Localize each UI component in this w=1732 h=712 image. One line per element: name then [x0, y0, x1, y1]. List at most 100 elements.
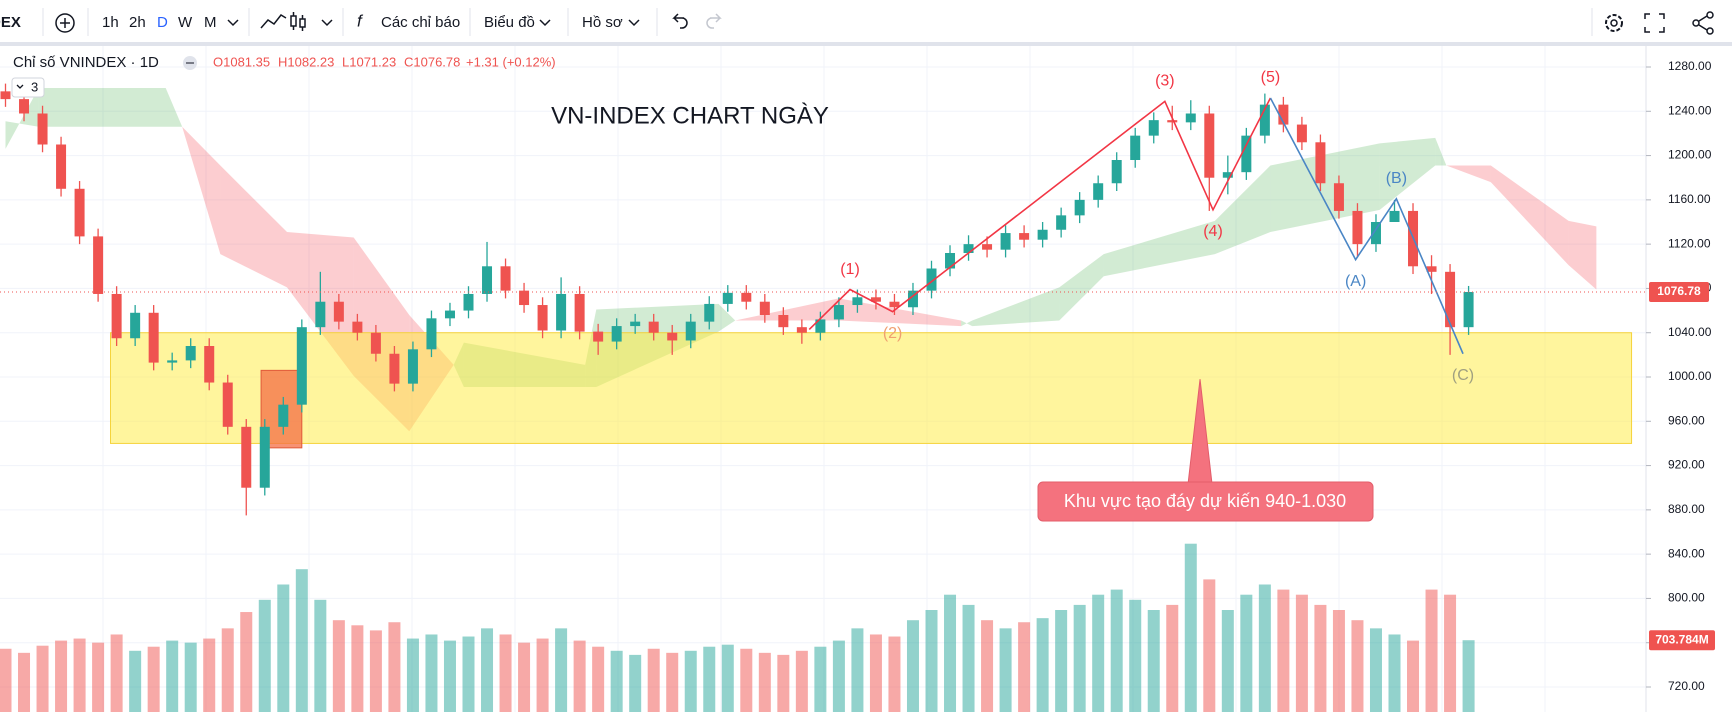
- add-symbol[interactable]: [55, 13, 75, 33]
- chevron[interactable]: [321, 19, 333, 27]
- volume-bar: [1407, 640, 1420, 712]
- candle-body: [56, 144, 67, 189]
- wave-line: [808, 97, 1272, 330]
- studies-count: 3: [31, 79, 38, 94]
- candle-body: [1204, 113, 1215, 178]
- volume-bar: [1129, 599, 1142, 712]
- symbol[interactable]: DEX: [0, 14, 21, 31]
- candle-body: [1093, 183, 1104, 200]
- volume-bar: [1110, 589, 1123, 712]
- chevron[interactable]: [227, 19, 239, 27]
- volume-bar: [925, 610, 938, 712]
- last-price-label: 1076.78: [1657, 284, 1701, 298]
- candle-body: [1278, 104, 1289, 125]
- interval[interactable]: W: [178, 14, 193, 31]
- cloud-segment: [38, 88, 166, 127]
- volume-bar: [314, 599, 327, 712]
- volume-bar: [332, 620, 345, 712]
- chart-type-button[interactable]: Biểu đồ: [484, 14, 535, 31]
- volume-bar: [777, 654, 790, 712]
- wave-label: (5): [1261, 69, 1281, 86]
- volume-bar: [1277, 589, 1290, 712]
- volume-bar: [18, 652, 31, 712]
- volume-bar: [1092, 594, 1105, 712]
- candle-body: [259, 426, 270, 488]
- volume-bar: [92, 642, 105, 712]
- studies-toggle[interactable]: [11, 77, 45, 98]
- cloud-segment: [182, 126, 221, 255]
- chevron[interactable]: [16, 84, 24, 89]
- volume-bar: [1036, 618, 1049, 712]
- candle-body: [593, 331, 604, 342]
- volume-bar: [1351, 620, 1364, 712]
- interval[interactable]: 1h: [102, 14, 119, 31]
- settings[interactable]: [1605, 14, 1623, 32]
- legend-change: +1.31 (+0.12%): [466, 54, 556, 69]
- volume-bar: [184, 642, 197, 712]
- toolbar: [0, 0, 1732, 44]
- volume-bar: [1184, 543, 1197, 712]
- callout-text: Khu vực tạo đáy dự kiến 940-1.030: [1064, 491, 1346, 511]
- volume-bar: [740, 648, 753, 712]
- fx-icon[interactable]: f: [357, 11, 364, 30]
- volume-bar: [443, 640, 456, 712]
- volume-bar: [1147, 610, 1160, 712]
- y-tick-label: 720.00: [1668, 679, 1705, 693]
- volume-bar: [499, 634, 512, 712]
- y-tick-label: 1040.00: [1668, 325, 1712, 339]
- callout-box: [1037, 481, 1374, 522]
- volume-bar: [295, 569, 308, 712]
- undo[interactable]: [672, 13, 688, 29]
- candle-body: [1019, 233, 1030, 240]
- chevron[interactable]: [628, 19, 640, 27]
- candle-body: [870, 297, 881, 302]
- y-tick-label: 920.00: [1668, 458, 1705, 472]
- volume-bar: [277, 584, 290, 712]
- wave-label: (2): [883, 325, 903, 342]
- candle-body: [982, 244, 993, 250]
- candle-body: [426, 318, 437, 350]
- candle-body: [926, 268, 937, 291]
- interval[interactable]: 2h: [129, 14, 146, 31]
- volume-bar: [406, 638, 419, 712]
- wave-line: [1269, 97, 1464, 355]
- volume-bar: [962, 604, 975, 712]
- candle-icon[interactable]: [290, 12, 306, 31]
- volume-bar: [1314, 604, 1327, 712]
- candle-body: [778, 315, 789, 328]
- candle-body: [167, 360, 178, 363]
- candle-body: [0, 91, 11, 100]
- candle-body: [1222, 172, 1233, 178]
- candle-body: [130, 312, 141, 339]
- cloud-segment: [1446, 165, 1491, 183]
- chevron[interactable]: [539, 19, 551, 27]
- volume-bar: [906, 620, 919, 712]
- plot-area: (1) (2) (3) (4) (5) (A) (B) (C) VN-INDEX CHART N…: [0, 46, 1732, 712]
- candle-body: [315, 301, 326, 328]
- candle-body: [1463, 291, 1474, 328]
- volume-bar: [555, 628, 568, 712]
- candle-body: [333, 301, 344, 322]
- volume-bar: [240, 612, 253, 712]
- line-icon[interactable]: [260, 14, 287, 29]
- candle-body: [722, 292, 733, 304]
- candle-body: [111, 293, 122, 339]
- interval-active[interactable]: D: [157, 14, 168, 31]
- candle-body: [1000, 233, 1011, 250]
- last-price-tag: [1649, 281, 1709, 302]
- candle-body: [1111, 160, 1122, 184]
- volume-bar: [1240, 594, 1253, 712]
- volume-bar: [55, 640, 68, 712]
- share[interactable]: [1692, 11, 1714, 35]
- profile-button[interactable]: Hồ sơ: [582, 14, 623, 31]
- interval[interactable]: M: [204, 14, 217, 31]
- volume-bar: [721, 644, 734, 712]
- candle-body: [630, 321, 641, 327]
- volume-bar: [647, 648, 660, 712]
- redo[interactable]: [706, 13, 722, 29]
- fullscreen[interactable]: [1644, 13, 1665, 33]
- indicators-button[interactable]: Các chỉ báo: [381, 14, 460, 31]
- wave-label: (B): [1386, 170, 1407, 187]
- candle-body: [1056, 215, 1067, 230]
